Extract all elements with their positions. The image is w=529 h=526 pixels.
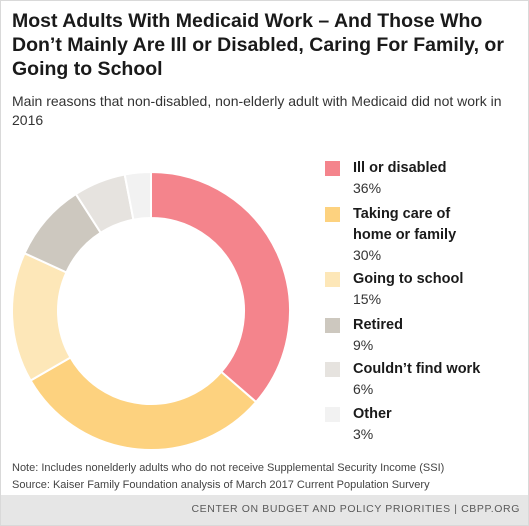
donut-chart [11, 170, 291, 451]
chart-source: Source: Kaiser Family Foundation analysi… [12, 479, 430, 491]
legend-value: 6% [353, 381, 374, 397]
legend-item: Taking care of home or family 30% [325, 206, 525, 264]
legend-swatch [325, 161, 340, 176]
legend-item: Retired 9% [325, 317, 525, 354]
legend-value: 30% [353, 247, 382, 263]
legend-item: Going to school 15% [325, 271, 525, 308]
footer-credit: CENTER ON BUDGET AND POLICY PRIORITIES |… [191, 503, 520, 515]
donut-slice-1 [150, 170, 291, 404]
legend-swatch [325, 207, 340, 222]
chart-title: Most Adults With Medicaid Work – And Tho… [12, 10, 504, 80]
donut-slice-6 [123, 170, 152, 221]
legend-label: Going to school [353, 271, 464, 287]
chart-subtitle: Main reasons that non-disabled, non-elde… [12, 93, 502, 128]
legend-item: Other 3% [325, 406, 525, 443]
legend-item: Couldn’t find work 6% [325, 361, 525, 398]
legend-value: 15% [353, 291, 382, 307]
legend-label: Taking care of home or family [353, 206, 457, 243]
legend-swatch [325, 362, 340, 377]
donut-slice-3 [11, 251, 72, 382]
legend-value: 3% [353, 426, 374, 442]
legend-label: Retired [353, 317, 403, 333]
footer-bar: CENTER ON BUDGET AND POLICY PRIORITIES |… [1, 495, 528, 525]
legend-value: 9% [353, 337, 374, 353]
legend-swatch [325, 318, 340, 333]
legend-value: 36% [353, 180, 382, 196]
legend-swatch [325, 407, 340, 422]
legend-label: Couldn’t find work [353, 361, 481, 377]
chart-note: Note: Includes nonelderly adults who do … [12, 462, 445, 474]
legend-swatch [325, 272, 340, 287]
legend-label: Ill or disabled [353, 160, 447, 176]
legend-label: Other [353, 406, 392, 422]
legend-item: Ill or disabled 36% [325, 160, 525, 197]
